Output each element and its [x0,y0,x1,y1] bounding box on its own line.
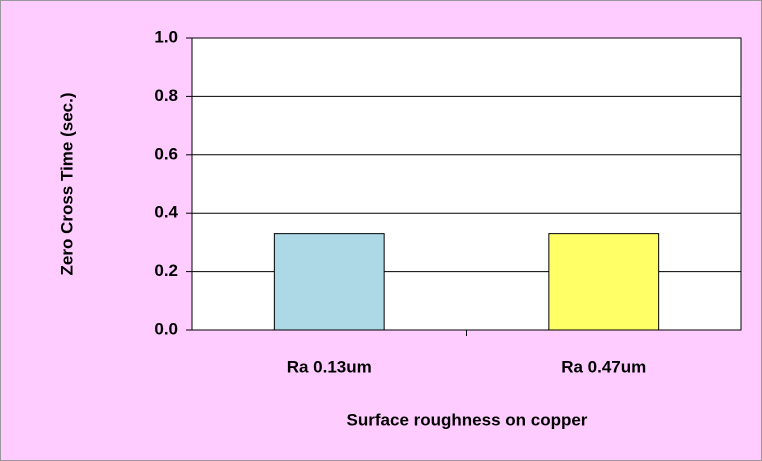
bar [548,233,660,331]
y-tick-label: 0.6 [154,144,178,163]
bar [273,233,385,331]
y-tick-label: 0.2 [154,261,178,280]
x-axis-label: Surface roughness on copper [347,410,588,429]
y-tick-label: 0.4 [154,203,178,222]
y-tick-label: 0.0 [154,319,178,338]
x-tick-label: Ra 0.13um [287,357,372,376]
plot-border [191,37,742,331]
y-tick-label: 0.8 [154,86,178,105]
y-axis-label: Zero Cross Time (sec.) [57,93,76,276]
y-tick-label: 1.0 [154,27,178,46]
x-tick-label: Ra 0.47um [561,357,646,376]
